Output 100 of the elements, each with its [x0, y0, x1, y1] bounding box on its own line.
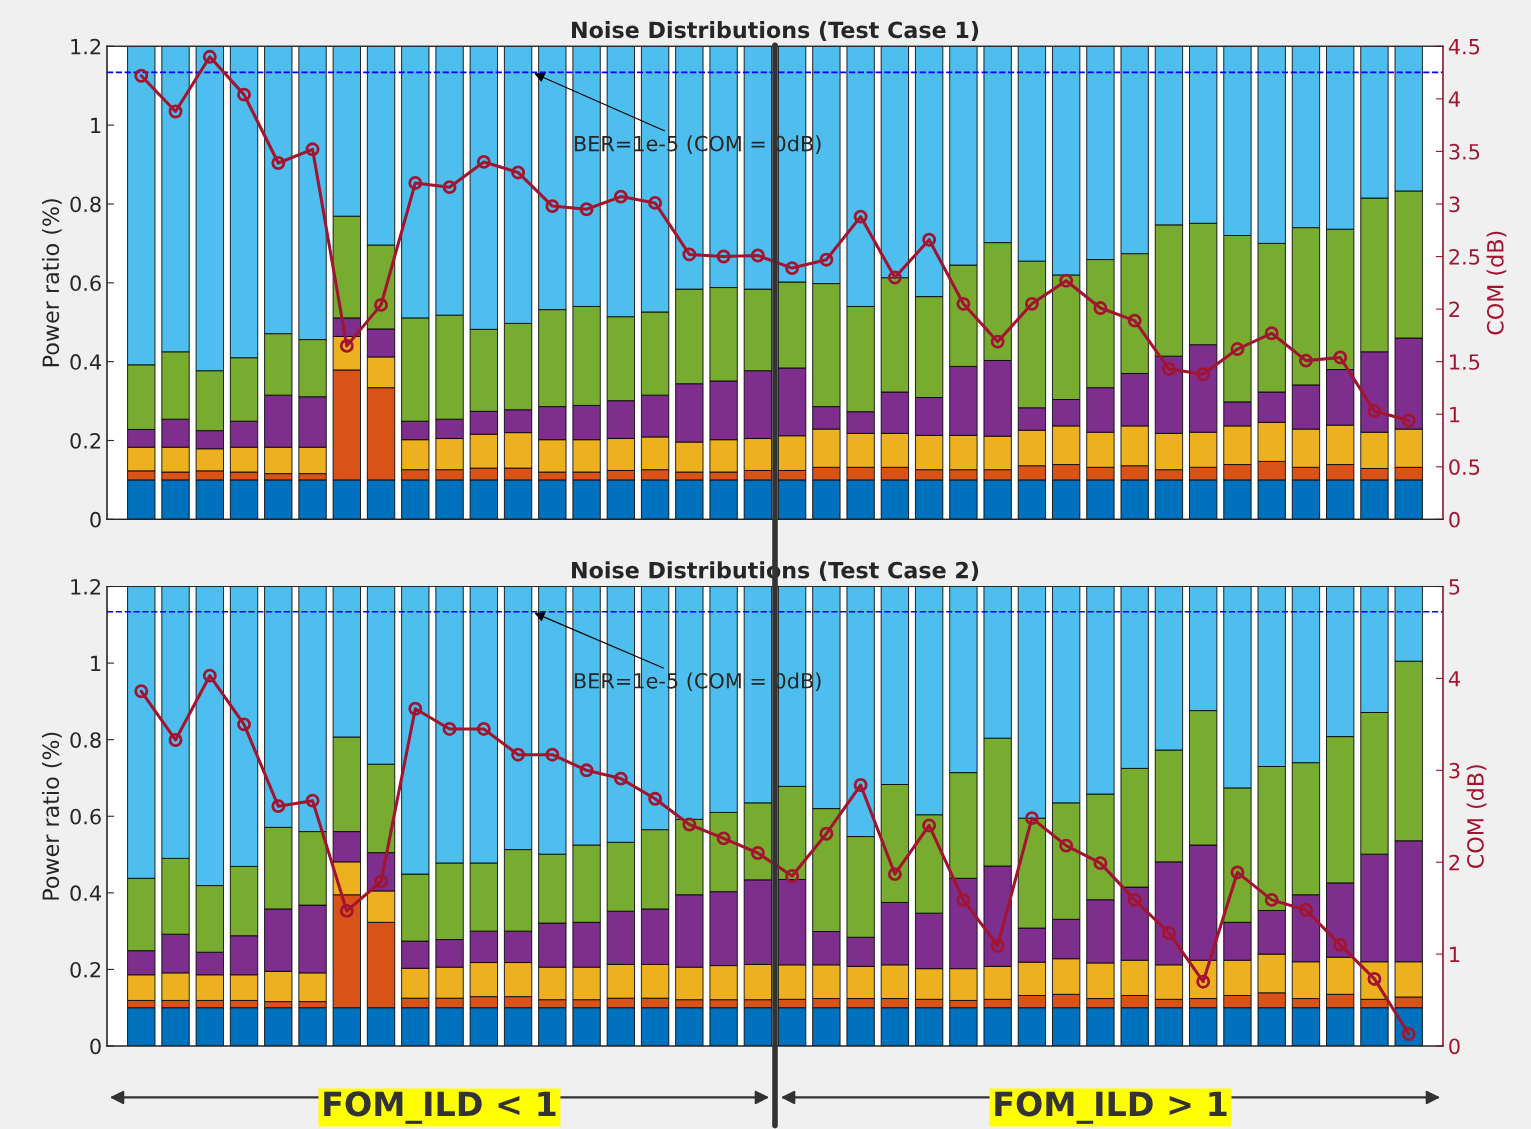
point	[648, 791, 663, 806]
point	[305, 142, 320, 157]
point	[202, 668, 217, 683]
point	[648, 195, 663, 210]
point	[990, 334, 1005, 349]
point	[579, 763, 594, 778]
point	[1264, 892, 1279, 907]
point	[1127, 313, 1142, 328]
y2-tick-label: 2	[1449, 854, 1459, 871]
point	[750, 248, 765, 263]
point	[374, 874, 388, 889]
point	[168, 733, 183, 747]
point	[613, 771, 628, 786]
point	[476, 154, 491, 169]
point	[271, 799, 286, 814]
y2-tick-label: 4.5	[1448, 39, 1480, 55]
text: FOM_ILD < 1	[324, 1091, 556, 1124]
y2-axis-title: COM (dB)	[1466, 765, 1487, 868]
y2-tick-label: 3	[1449, 196, 1460, 213]
point	[922, 818, 937, 833]
point	[887, 270, 902, 285]
point	[819, 252, 834, 267]
point	[1230, 865, 1245, 880]
point	[956, 892, 971, 907]
y2-tick-label: 0.5	[1449, 459, 1480, 475]
point	[1059, 273, 1074, 288]
point	[1264, 326, 1279, 341]
point	[1059, 838, 1074, 853]
point	[545, 747, 560, 762]
point	[1196, 367, 1211, 382]
point	[1161, 926, 1176, 940]
point	[442, 722, 457, 736]
point	[168, 104, 183, 119]
y2-tick-label: 1.5	[1450, 354, 1480, 370]
y-tick-label: 0.4	[70, 885, 101, 902]
y2-tick-label: 2.5	[1449, 248, 1480, 265]
point	[1299, 903, 1313, 917]
point	[134, 684, 149, 699]
y2-tick-label: 4	[1448, 91, 1460, 107]
point	[956, 296, 971, 311]
point	[1024, 811, 1039, 826]
point	[134, 68, 149, 83]
point	[853, 209, 868, 224]
chart-title: Noise Distributions (Test Case 1)	[572, 21, 979, 41]
y-tick-label: 0.2	[70, 432, 101, 449]
point	[1299, 353, 1313, 368]
point	[613, 189, 628, 204]
point	[339, 338, 354, 353]
point	[1367, 404, 1382, 419]
point	[887, 867, 902, 882]
point	[1401, 1027, 1416, 1042]
point	[1161, 362, 1176, 376]
point	[237, 717, 251, 732]
y-tick-label: 0.6	[70, 275, 101, 292]
point	[785, 869, 800, 883]
y-tick-label: 1.2	[71, 38, 101, 55]
point	[1127, 892, 1142, 907]
point	[442, 180, 457, 195]
y-tick-label: 0.4	[70, 354, 101, 370]
point	[990, 938, 1005, 953]
text: FOM_ILD > 1	[995, 1091, 1227, 1124]
point	[750, 846, 765, 860]
y-axis-title: Power ratio (%)	[41, 199, 62, 367]
point	[511, 747, 526, 762]
y2-tick-label: 1	[1450, 946, 1460, 963]
y2-tick-label: 0	[1449, 1038, 1460, 1055]
point	[682, 247, 697, 262]
point	[1093, 856, 1108, 871]
y-tick-label: 1.2	[71, 578, 101, 595]
y-tick-label: 0.6	[70, 808, 101, 825]
point	[579, 202, 594, 217]
y2-tick-label: 4	[1448, 671, 1460, 687]
point	[408, 701, 423, 716]
y2-tick-label: 3.5	[1449, 143, 1480, 160]
y-tick-label: 1	[91, 117, 101, 134]
y2-tick-label: 2	[1449, 301, 1459, 318]
point	[511, 165, 526, 180]
point	[1230, 342, 1245, 356]
point	[922, 232, 937, 247]
point	[339, 903, 354, 918]
point	[682, 817, 697, 832]
point	[716, 831, 731, 846]
point	[819, 826, 834, 841]
y2-axis-title: COM (dB)	[1486, 231, 1507, 335]
point	[1024, 296, 1039, 311]
y-axis-title: Power ratio (%)	[41, 732, 62, 900]
point	[374, 297, 388, 312]
y2-tick-label: 1	[1450, 406, 1460, 423]
point	[1333, 937, 1348, 952]
y2-tick-label: 3	[1449, 762, 1460, 779]
point	[202, 49, 217, 64]
point	[476, 722, 491, 736]
y-tick-label: 1	[91, 655, 101, 672]
point	[716, 249, 731, 264]
point	[1093, 301, 1108, 315]
y2-tick-label: 5	[1449, 579, 1460, 595]
point	[237, 87, 251, 102]
point	[408, 176, 423, 190]
point	[1401, 413, 1416, 428]
y-tick-label: 0	[90, 1038, 101, 1055]
